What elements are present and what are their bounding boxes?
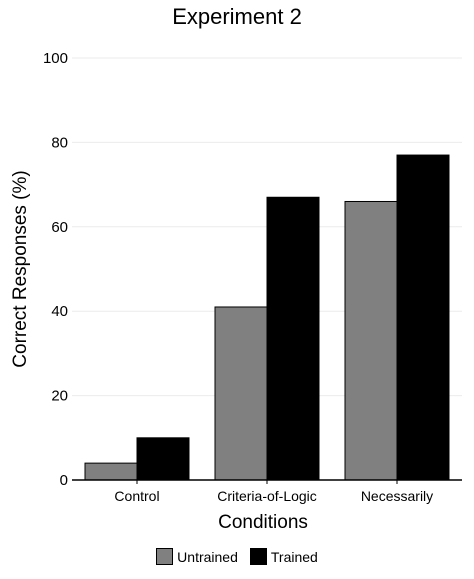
bar-untrained-control [84, 462, 138, 481]
y-tick-label-0: 0 [60, 472, 68, 489]
legend-label-untrained: Untrained [177, 548, 238, 565]
bar-trained-necessarily [396, 154, 450, 481]
x-tick-label-necessarily: Necessarily [361, 488, 433, 504]
x-tick-label-criteria-of-logic: Criteria-of-Logic [217, 488, 317, 504]
y-axis-title: Correct Responses (%) [10, 170, 31, 367]
x-axis-title: Conditions [218, 512, 308, 533]
legend-swatch-trained [249, 548, 267, 565]
legend-item-trained: Trained [249, 548, 318, 565]
y-tick-label-80: 80 [51, 134, 68, 151]
bar-untrained-necessarily [344, 200, 398, 481]
legend-swatch-untrained [156, 548, 174, 565]
bar-trained-control [136, 437, 190, 481]
y-tick-label-100: 100 [43, 50, 68, 67]
chart-legend: Untrained Trained [0, 548, 474, 565]
y-tick-label-20: 20 [51, 388, 68, 405]
chart-title: Experiment 2 [172, 4, 302, 29]
y-tick-label-60: 60 [51, 219, 68, 236]
bar-trained-criteria-of-logic [266, 196, 320, 481]
bar-untrained-criteria-of-logic [214, 306, 268, 481]
legend-item-untrained: Untrained [156, 548, 238, 565]
legend-label-trained: Trained [270, 548, 318, 565]
y-tick-label-40: 40 [51, 303, 68, 320]
x-tick-label-control: Control [114, 488, 159, 504]
